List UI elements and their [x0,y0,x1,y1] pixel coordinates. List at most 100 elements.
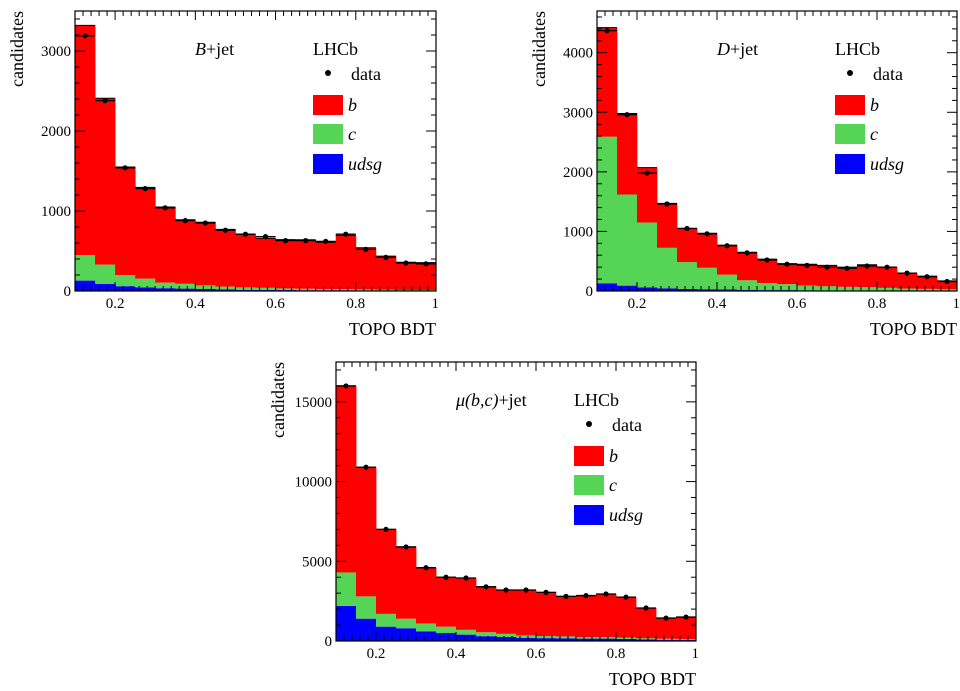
bar-c-10 [255,287,276,290]
bar-c-10 [777,284,798,291]
bar-udsg-2 [617,285,638,291]
bar-c-16 [636,638,657,640]
bar-b-1 [597,27,618,137]
data-point-3 [644,170,650,176]
bar-c-13 [315,289,337,291]
bar-c-4 [657,247,678,289]
bar-b-6 [175,219,196,284]
bar-b-6 [697,233,718,268]
bar-b-16 [375,256,397,290]
bar-udsg-9 [496,637,517,641]
bar-b-12 [817,265,838,287]
bar-b-18 [937,280,958,290]
bar-b-16 [636,607,657,639]
bar-udsg-5 [155,288,176,291]
bar-udsg-1 [75,280,96,291]
data-point-9 [242,231,249,237]
legend-c-swatch [574,475,604,495]
bar-c-10 [516,635,537,638]
legend-data-label: data [612,415,642,435]
data-point-10 [784,261,790,267]
data-point-7 [724,243,730,249]
bar-c-5 [416,623,437,632]
bar-b-4 [396,546,417,619]
bar-udsg-1 [597,283,618,291]
data-point-18 [944,278,950,285]
bar-b-4 [135,187,156,279]
y-tick-label: 2000 [563,165,593,181]
x-tick-label: 0.4 [708,296,727,312]
x-tick-label: 0.8 [868,296,887,312]
bar-c-16 [375,289,397,291]
data-point-7 [463,575,469,581]
bar-b-5 [416,567,437,624]
bar-c-15 [355,289,377,291]
bar-c-4 [135,278,156,288]
bar-c-13 [837,286,858,291]
bar-udsg-13 [576,638,597,641]
bar-b-2 [356,467,377,597]
data-point-11 [282,238,289,244]
data-point-3 [383,526,389,533]
y-tick-label: 0 [586,284,594,300]
x-tick-label: 0.8 [607,646,626,662]
bar-c-3 [115,275,136,287]
bar-c-6 [175,283,196,289]
data-point-15 [623,594,629,600]
data-point-3 [122,165,128,171]
bar-b-7 [456,578,477,630]
x-tick-label: 0.2 [367,646,386,662]
x-tick-label: 0.6 [266,296,285,312]
bar-b-15 [877,267,898,288]
bar-udsg-15 [616,638,637,641]
bar-b-3 [115,167,136,275]
legend-data-label: data [351,64,381,84]
data-point-14 [864,263,870,269]
bar-c-11 [275,288,297,291]
data-point-14 [343,231,349,237]
bar-b-18 [676,617,697,640]
bar-udsg-11 [536,638,557,641]
data-point-2 [102,98,108,104]
bar-udsg-17 [656,639,677,641]
data-point-9 [764,257,770,263]
bar-udsg-7 [717,289,738,291]
bar-b-10 [777,263,798,285]
bar-c-9 [496,633,517,638]
y-tick-label: 3000 [563,105,593,121]
data-point-14 [603,591,609,597]
legend-data-label: data [873,64,903,84]
bar-c-17 [656,638,677,640]
legend-udsg-label: udsg [870,154,904,174]
bar-c-15 [616,637,637,639]
bar-b-14 [335,235,357,289]
bar-udsg-2 [356,618,377,641]
y-tick-label: 0 [325,634,333,650]
data-point-6 [443,574,449,580]
bar-c-5 [155,282,176,289]
panel-d-jet: 0.2 0.4 0.6 0.8 1 0 1000 2000 3000 4000 TOPO BDT ca… [529,10,960,339]
bar-b-15 [616,597,637,638]
experiment-label: LHCb [313,39,358,59]
bar-c-17 [917,288,938,291]
bar-c-14 [335,289,357,291]
bar-c-12 [295,288,317,291]
data-point-1 [82,33,88,39]
bar-udsg-6 [436,633,457,641]
bar-b-9 [757,259,778,283]
bar-b-3 [637,167,658,223]
bar-udsg-12 [556,638,577,641]
data-point-4 [142,186,148,192]
sample-label-suffix: +jet [499,390,527,410]
experiment-label: LHCb [835,39,880,59]
bar-b-9 [235,234,256,288]
data-point-15 [884,264,890,270]
bar-c-8 [476,632,497,637]
data-point-9 [503,587,509,593]
data-point-17 [924,274,930,280]
bar-udsg-7 [195,289,216,291]
bar-b-7 [195,222,216,286]
bar-b-2 [617,113,638,195]
legend-b-label: b [870,95,879,115]
panel-b-jet: 0.2 0.4 0.6 0.8 1 0 1000 2000 3000 TOPO BDT candid… [7,10,439,339]
